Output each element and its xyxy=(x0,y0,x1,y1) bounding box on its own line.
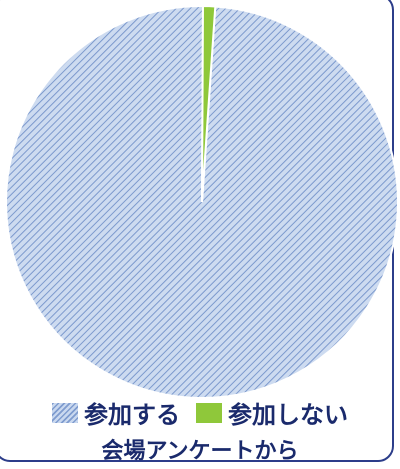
legend-swatch-attend xyxy=(52,402,78,423)
legend-item-attend: 参加する xyxy=(52,395,180,430)
legend-label-absent: 参加しない xyxy=(228,401,348,429)
legend-item-absent: 参加しない xyxy=(196,395,348,430)
legend-label-attend: 参加する xyxy=(84,401,180,429)
legend: 参加する 参加しない xyxy=(0,395,400,430)
chart-caption: 会場アンケートから xyxy=(101,439,299,464)
legend-swatch-absent xyxy=(196,402,222,423)
pie-slice-absent xyxy=(201,4,217,203)
